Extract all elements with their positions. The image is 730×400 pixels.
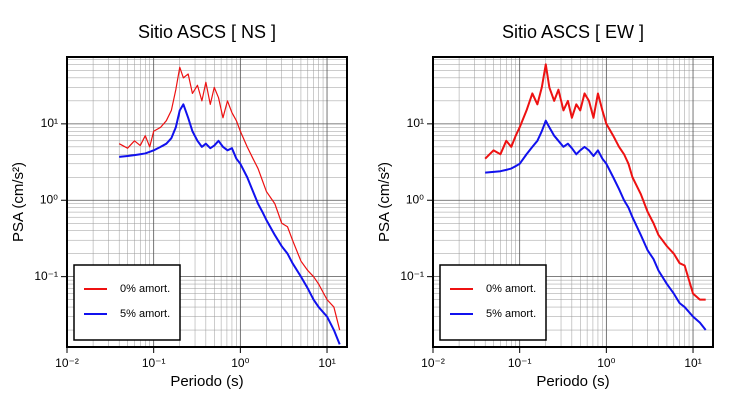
plot-frame bbox=[432, 56, 714, 348]
y-tick-label: 10⁻¹ bbox=[400, 269, 424, 283]
legend-box bbox=[73, 264, 181, 341]
chart-title: Sitio ASCS [ NS ] bbox=[138, 22, 276, 42]
legend-label: 0% amort. bbox=[120, 283, 170, 295]
y-tick-label: 10¹ bbox=[41, 116, 58, 130]
series-line bbox=[118, 66, 341, 331]
series-line bbox=[119, 103, 341, 345]
x-tick-label: 10¹ bbox=[318, 356, 335, 370]
x-tick-label: 10⁻¹ bbox=[142, 356, 166, 370]
legend-label: 0% amort. bbox=[486, 283, 536, 295]
x-tick-label: 10⁻¹ bbox=[508, 356, 532, 370]
y-tick-label: 10⁰ bbox=[40, 192, 58, 206]
x-tick-label: 10⁻² bbox=[421, 356, 445, 370]
series-line bbox=[484, 63, 706, 301]
chart-title: Sitio ASCS [ EW ] bbox=[502, 22, 644, 42]
x-tick-label: 10⁰ bbox=[597, 356, 615, 370]
x-tick-label: 10¹ bbox=[684, 356, 701, 370]
x-axis-label: Periodo (s) bbox=[536, 373, 609, 390]
y-axis-label: PSA (cm/s²) bbox=[10, 162, 27, 242]
y-axis-label: PSA (cm/s²) bbox=[376, 162, 393, 242]
y-tick-label: 10¹ bbox=[407, 116, 424, 130]
legend-box bbox=[439, 264, 547, 341]
y-tick-label: 10⁰ bbox=[406, 192, 424, 206]
series-line bbox=[485, 119, 707, 331]
x-tick-label: 10⁰ bbox=[231, 356, 249, 370]
legend-label: 5% amort. bbox=[120, 308, 170, 320]
x-tick-label: 10⁻² bbox=[55, 356, 79, 370]
y-tick-label: 10⁻¹ bbox=[34, 269, 58, 283]
legend-label: 5% amort. bbox=[486, 308, 536, 320]
x-axis-label: Periodo (s) bbox=[170, 373, 243, 390]
plot-frame bbox=[66, 56, 348, 348]
